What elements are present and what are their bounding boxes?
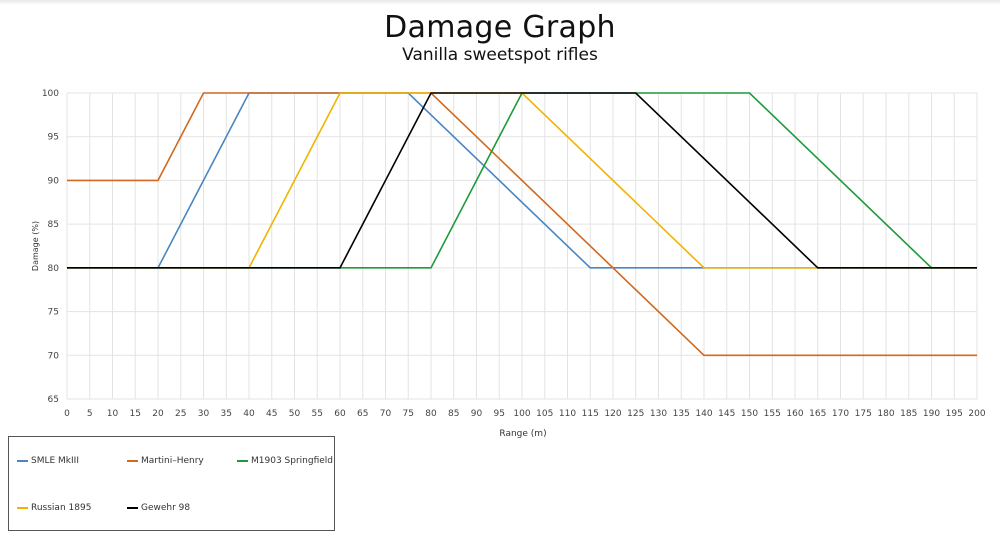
x-tick-label: 160 bbox=[786, 409, 803, 419]
x-tick-label: 100 bbox=[513, 409, 530, 419]
x-axis-label: Range (m) bbox=[499, 429, 546, 439]
top-edge-shadow bbox=[0, 0, 1000, 5]
x-tick-label: 10 bbox=[107, 409, 119, 419]
y-axis-label: Damage (%) bbox=[31, 221, 40, 271]
x-tick-label: 150 bbox=[741, 409, 758, 419]
x-tick-label: 60 bbox=[334, 409, 346, 419]
x-tick-label: 20 bbox=[152, 409, 164, 419]
chart-title: Damage Graph bbox=[384, 10, 616, 45]
chart-subtitle: Vanilla sweetspot rifles bbox=[402, 45, 598, 65]
y-tick-label: 70 bbox=[48, 351, 60, 361]
x-tick-label: 90 bbox=[471, 409, 483, 419]
x-tick-label: 70 bbox=[380, 409, 392, 419]
x-tick-label: 35 bbox=[221, 409, 232, 419]
x-tick-label: 180 bbox=[877, 409, 894, 419]
series-lines bbox=[67, 92, 977, 357]
x-tick-label: 200 bbox=[968, 409, 985, 419]
y-tick-label: 85 bbox=[48, 220, 59, 230]
axis-tick-labels: 0 5 10 15 20 25 30 35 40 45 50 55 60 65 70 75 80 85 90 95 10… bbox=[42, 89, 986, 419]
x-tick-label: 0 bbox=[64, 409, 70, 419]
x-tick-label: 155 bbox=[764, 409, 781, 419]
y-tick-label: 65 bbox=[48, 395, 59, 405]
legend-swatch bbox=[127, 460, 138, 462]
x-tick-label: 50 bbox=[289, 409, 301, 419]
legend-item-gewehr-98: Gewehr 98 bbox=[127, 503, 190, 513]
x-tick-label: 75 bbox=[403, 409, 414, 419]
x-tick-label: 25 bbox=[175, 409, 186, 419]
x-tick-label: 85 bbox=[448, 409, 459, 419]
legend-swatch bbox=[237, 460, 248, 462]
x-tick-label: 195 bbox=[946, 409, 963, 419]
legend-item-m1903-springfield: M1903 Springfield bbox=[237, 456, 333, 466]
x-tick-label: 110 bbox=[559, 409, 576, 419]
x-tick-label: 65 bbox=[357, 409, 368, 419]
x-tick-label: 130 bbox=[650, 409, 667, 419]
x-tick-label: 95 bbox=[494, 409, 505, 419]
legend-item-martini-henry: Martini–Henry bbox=[127, 456, 204, 466]
x-tick-label: 170 bbox=[832, 409, 849, 419]
x-tick-label: 30 bbox=[198, 409, 210, 419]
x-tick-label: 55 bbox=[312, 409, 323, 419]
legend-label: Gewehr 98 bbox=[141, 503, 191, 513]
x-tick-label: 115 bbox=[582, 409, 599, 419]
y-tick-label: 90 bbox=[48, 176, 60, 186]
legend-label: M1903 Springfield bbox=[251, 456, 333, 466]
y-tick-label: 75 bbox=[48, 308, 59, 318]
series-line-gewehr-98 bbox=[67, 92, 977, 269]
grid-lines bbox=[66, 92, 978, 400]
x-tick-label: 40 bbox=[243, 409, 255, 419]
legend-label: Martini–Henry bbox=[141, 456, 204, 466]
x-tick-label: 140 bbox=[695, 409, 712, 419]
legend-label: SMLE MkIII bbox=[31, 456, 79, 466]
x-tick-label: 135 bbox=[673, 409, 690, 419]
x-tick-label: 15 bbox=[130, 409, 141, 419]
y-tick-label: 100 bbox=[42, 89, 59, 99]
series-line-martini-henry bbox=[67, 92, 977, 357]
legend-swatch bbox=[17, 507, 28, 509]
x-tick-label: 5 bbox=[87, 409, 93, 419]
y-tick-label: 95 bbox=[48, 133, 59, 143]
x-tick-label: 165 bbox=[809, 409, 826, 419]
legend-swatch bbox=[127, 507, 138, 509]
x-tick-label: 125 bbox=[627, 409, 644, 419]
x-tick-label: 105 bbox=[536, 409, 553, 419]
legend-swatch bbox=[17, 460, 28, 462]
y-tick-label: 80 bbox=[48, 264, 60, 274]
x-tick-label: 190 bbox=[923, 409, 940, 419]
x-tick-label: 185 bbox=[900, 409, 917, 419]
x-tick-label: 45 bbox=[266, 409, 277, 419]
legend-item-smle-mkiii: SMLE MkIII bbox=[17, 456, 79, 466]
x-tick-label: 80 bbox=[425, 409, 437, 419]
legend-label: Russian 1895 bbox=[31, 503, 92, 513]
legend-item-russian-1895: Russian 1895 bbox=[17, 503, 91, 513]
x-tick-label: 145 bbox=[718, 409, 735, 419]
x-tick-label: 120 bbox=[604, 409, 621, 419]
chart-legend: SMLE MkIII Martini–Henry M1903 Springfield… bbox=[8, 436, 335, 531]
x-tick-label: 175 bbox=[855, 409, 872, 419]
